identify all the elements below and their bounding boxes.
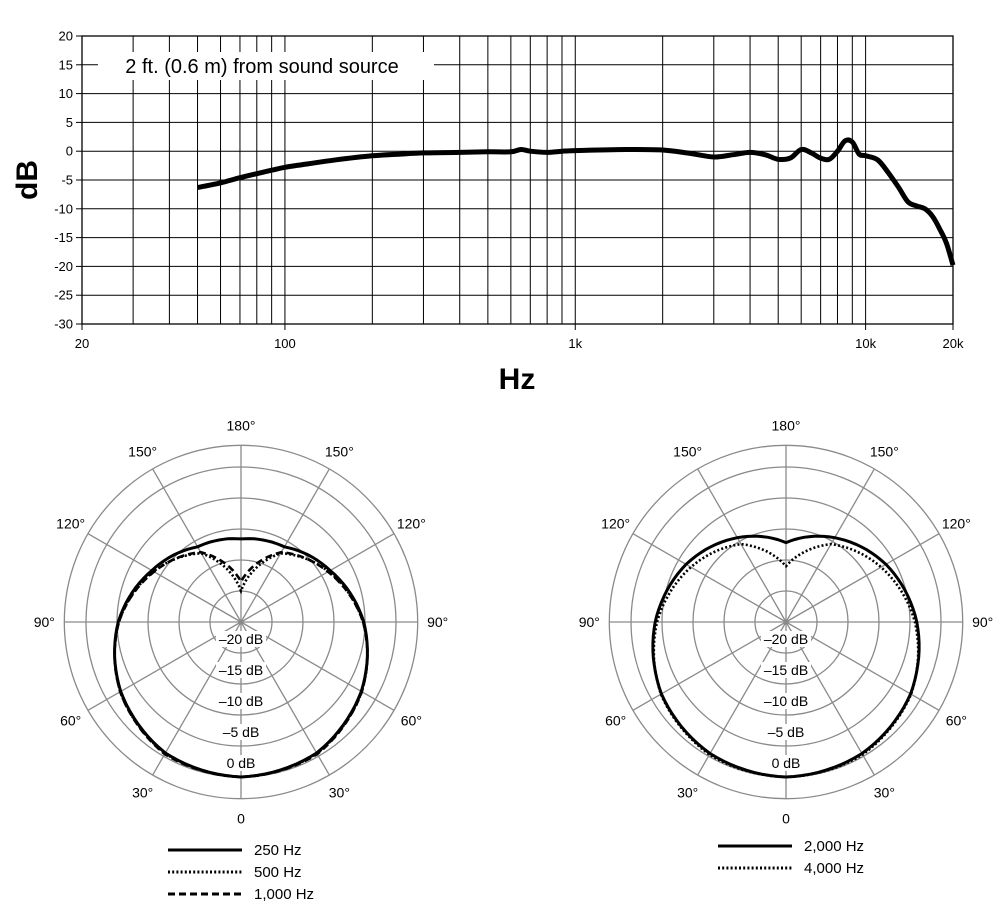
- y-tick-label: 0: [66, 144, 73, 159]
- polar-spoke: [697, 621, 787, 776]
- polar-spoke: [785, 621, 875, 776]
- annotation-background: [98, 52, 434, 80]
- radial-label: –20 dB: [764, 631, 808, 647]
- angle-label: 90°: [34, 614, 55, 630]
- radial-label: –20 dB: [219, 631, 263, 647]
- y-tick-label: -20: [54, 259, 73, 274]
- x-tick-label: 100: [274, 336, 296, 351]
- legend-label: 500 Hz: [254, 864, 302, 881]
- angle-label: 30°: [677, 784, 698, 800]
- angle-label: 60°: [60, 712, 81, 728]
- angle-label: 90°: [972, 614, 993, 630]
- radial-label-background: [761, 724, 811, 740]
- polar-spoke: [240, 621, 395, 711]
- angle-label: 60°: [605, 712, 626, 728]
- radial-label-background: [761, 662, 811, 678]
- y-tick-label: 15: [59, 57, 73, 72]
- y-tick-label: -15: [54, 230, 73, 245]
- polar-series-curve: [113, 551, 369, 779]
- x-tick-label: 10k: [855, 336, 876, 351]
- polar-pattern-chart-high: 180° 0 90° 90° 120° 120° 150° 150° 60° 60° 30° 30° 0…: [579, 417, 994, 877]
- angle-label: 150°: [325, 444, 354, 460]
- x-tick-label: 20k: [943, 336, 964, 351]
- angle-label: 30°: [132, 784, 153, 800]
- y-tick-label: 20: [59, 29, 73, 44]
- radial-label: 0 dB: [772, 755, 801, 771]
- y-tick-label: -5: [61, 173, 73, 188]
- angle-label: 60°: [401, 712, 422, 728]
- polar-series-curve: [113, 550, 369, 779]
- legend-label: 2,000 Hz: [804, 838, 864, 855]
- radial-label-background: [216, 693, 266, 709]
- polar-spoke: [632, 533, 787, 623]
- radial-label: –15 dB: [764, 662, 808, 678]
- x-axis-title: Hz: [499, 363, 536, 396]
- legend-label: 250 Hz: [254, 842, 302, 859]
- angle-label: 120°: [942, 516, 971, 532]
- y-tick-label: 5: [66, 115, 73, 130]
- y-tick-label: 10: [59, 86, 73, 101]
- frequency-response-line: [196, 137, 956, 266]
- angle-label: 120°: [397, 516, 426, 532]
- angle-label: 60°: [946, 712, 967, 728]
- y-tick-label: -30: [54, 317, 73, 332]
- angle-label: 180°: [227, 417, 256, 433]
- radial-label-background: [216, 755, 266, 771]
- polar-spoke: [87, 533, 242, 623]
- angle-label: 150°: [673, 444, 702, 460]
- legend-label: 1,000 Hz: [254, 886, 314, 903]
- polar-spoke: [785, 533, 940, 623]
- radial-label: 0 dB: [227, 755, 256, 771]
- angle-label: 120°: [56, 516, 85, 532]
- polar-pattern-chart-low: 180° 0 90° 90° 120° 120° 150° 150° 60° 60° 30° 30° 0…: [34, 417, 449, 903]
- polar-spoke: [152, 621, 242, 776]
- y-tick-label: -25: [54, 288, 73, 303]
- polar-series-curve: [651, 534, 921, 779]
- legend-label: 4,000 Hz: [804, 860, 864, 877]
- x-tick-label: 1k: [568, 336, 582, 351]
- frequency-response-chart: 2 ft. (0.6 m) from sound source 20 15 10 5 0 -…: [11, 29, 964, 397]
- radial-label: –5 dB: [768, 724, 805, 740]
- angle-label: 30°: [874, 784, 895, 800]
- angle-label: 90°: [427, 614, 448, 630]
- polar-spoke: [240, 533, 395, 623]
- radial-label-background: [761, 631, 811, 647]
- angle-label: 0: [237, 811, 245, 827]
- y-tick-label: -10: [54, 201, 73, 216]
- radial-label: –15 dB: [219, 662, 263, 678]
- polar-series-curve: [652, 542, 920, 779]
- radial-label: –10 dB: [219, 693, 263, 709]
- polar-spoke: [240, 621, 330, 776]
- angle-label: 30°: [329, 784, 350, 800]
- polar-spoke: [785, 621, 940, 711]
- radial-label: –5 dB: [223, 724, 260, 740]
- radial-label-background: [761, 693, 811, 709]
- radial-label-background: [216, 724, 266, 740]
- angle-label: 90°: [579, 614, 600, 630]
- polar-spoke: [87, 621, 242, 711]
- angle-label: 150°: [128, 444, 157, 460]
- polar-spoke: [632, 621, 787, 711]
- annotation-text: 2 ft. (0.6 m) from sound source: [125, 56, 398, 78]
- angle-label: 0: [782, 811, 790, 827]
- radial-label: –10 dB: [764, 693, 808, 709]
- y-axis-title: dB: [11, 160, 44, 200]
- angle-label: 150°: [870, 444, 899, 460]
- angle-label: 180°: [772, 417, 801, 433]
- radial-label-background: [216, 631, 266, 647]
- x-tick-label: 20: [75, 336, 89, 351]
- radial-label-background: [216, 662, 266, 678]
- radial-label-background: [761, 755, 811, 771]
- angle-label: 120°: [601, 516, 630, 532]
